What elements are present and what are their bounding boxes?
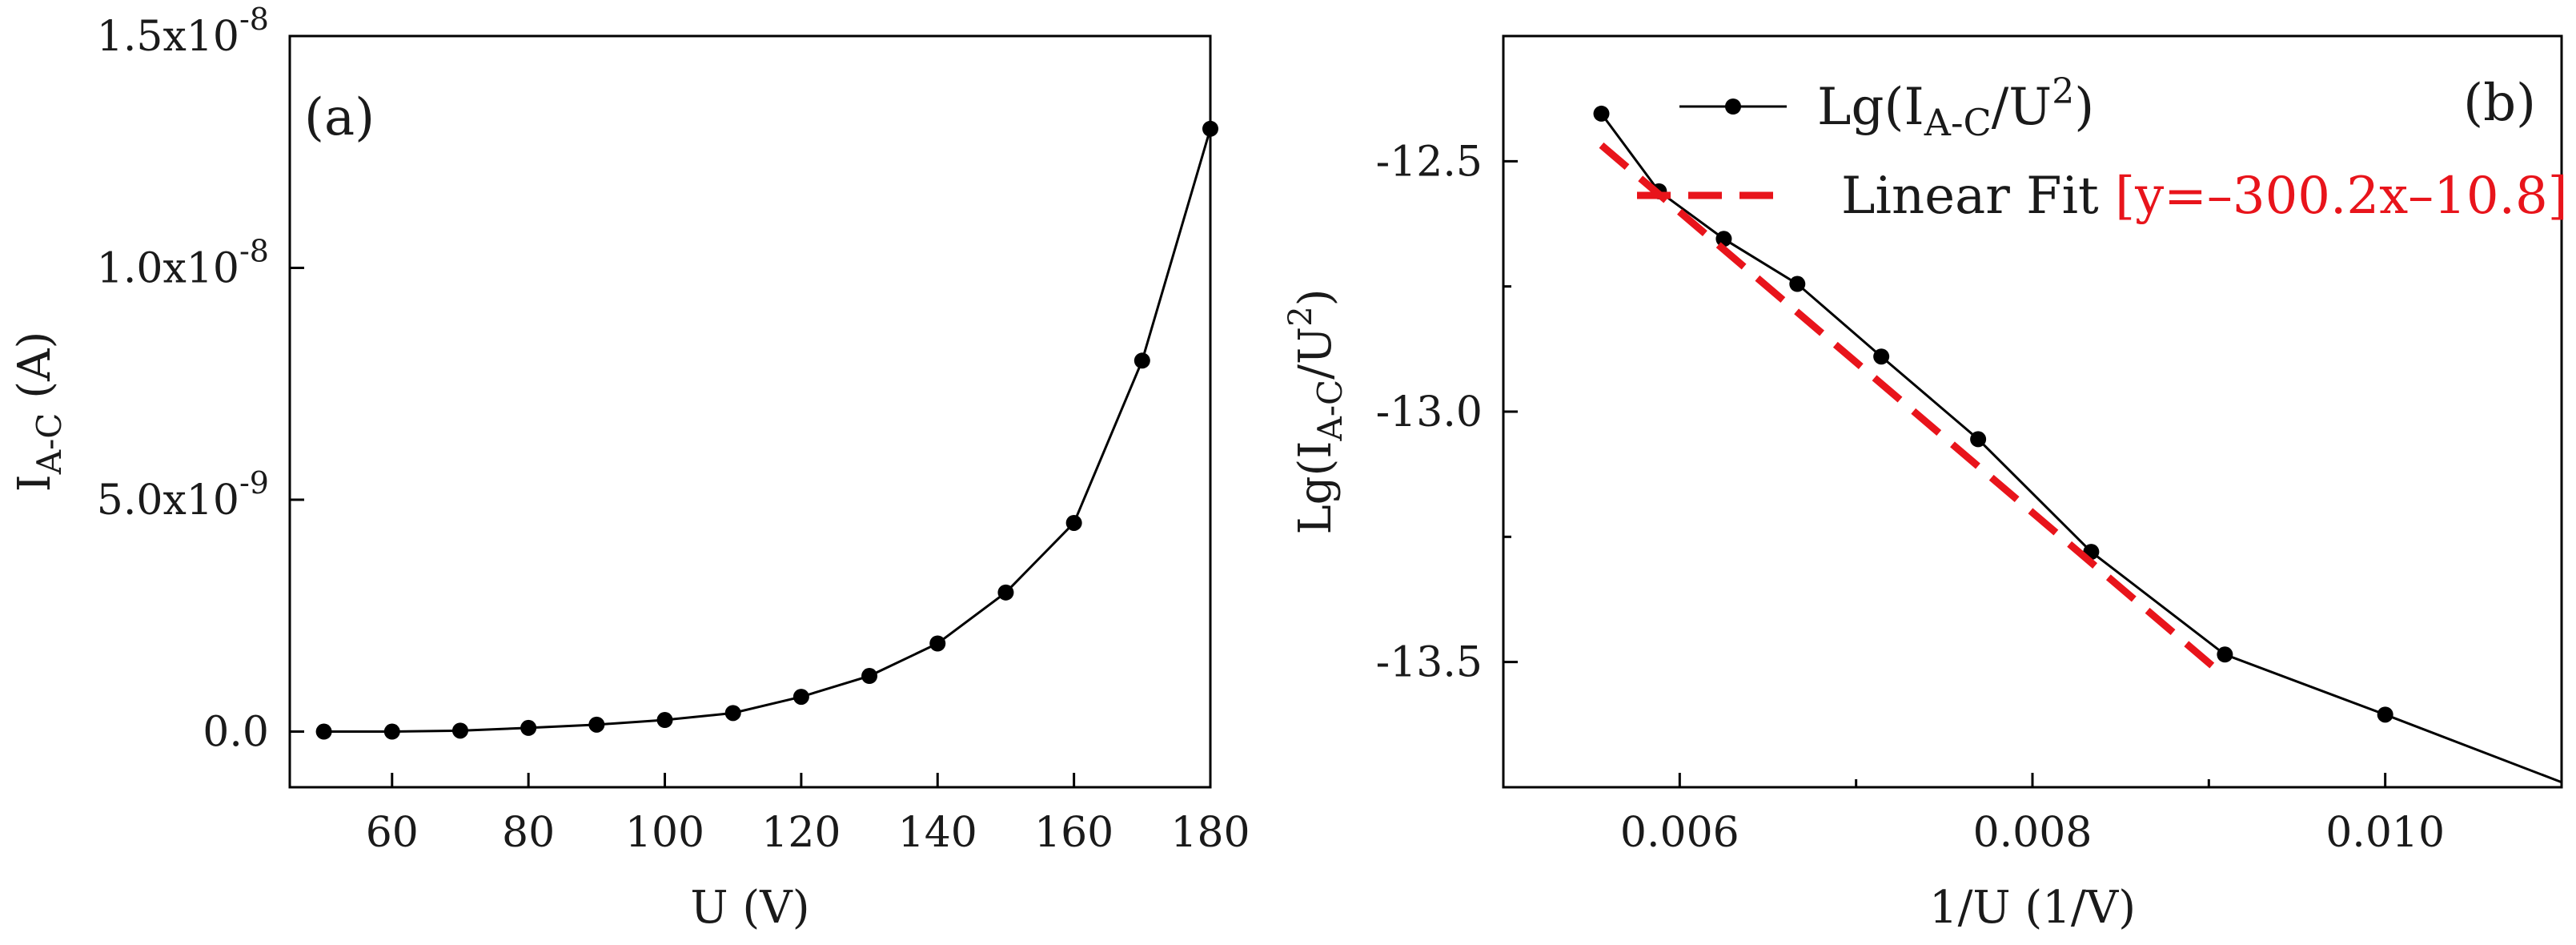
b-y-title-text: Lg(I [1290,441,1342,535]
b-x-tick-label: 0.010 [2325,809,2445,857]
b-x-tick-label: 0.006 [1620,809,1739,857]
legend-label-sub: A-C [1924,101,1992,144]
panel-b-ticks [1502,159,2563,787]
b-y-title-end: ) [1290,288,1342,306]
legend-marker-data [1725,99,1741,115]
a-y-tick-mantissa: 1.0x10 [97,245,239,293]
panel-a: 60 80 100 120 140 160 1800.05.0x10-91.0x10-81.… [9,2,1250,934]
panel-b-label: (b) [2463,74,2536,133]
b-data-point [1593,105,1610,122]
b-data-point [1789,275,1806,292]
y-axis-title-sub: A-C [30,413,69,476]
a-data-point [383,723,400,740]
a-y-tick-exponent: -9 [239,465,269,501]
b-data-point [2377,706,2393,723]
b-data-line [1600,113,2562,784]
legend-label-mid: /U [1992,78,2052,137]
a-data-point [588,716,605,733]
legend-label-fit: Linear Fit [y=–300.2x–10.8] [1841,167,2568,226]
a-x-tick-label: 60 [366,809,419,857]
a-y-tick-label: 1.0x10-8 [97,234,269,293]
panel-a-ticks [290,34,1212,787]
panel-a-tick-labels: 60 80 100 120 140 160 1800.05.0x10-91.0x10-81.… [97,2,1250,857]
panel-b-tick-labels: 0.006 0.008 0.010 -12.5 -13.0 -13.5 [1376,138,2445,857]
b-y-tick-label: -13.0 [1376,388,1483,436]
legend-label-suffix: ) [2074,78,2094,137]
a-y-tick-label: 0.0 [203,709,269,757]
panel-b: 0.006 0.008 0.010-12.5-13.0-13.5 (b) Lg(IA… [1282,34,2568,934]
a-data-point [997,584,1014,601]
b-y-title-sup: 2 [1282,306,1319,326]
legend-label-sup: 2 [2052,71,2074,112]
b-x-tick-label: 0.008 [1973,809,2092,857]
panel-a-plot-frame [288,34,1212,789]
a-y-tick-label: 1.5x10-8 [97,2,269,61]
panel-b-x-axis-title: 1/U (1/V) [1929,882,2136,934]
a-data-point [1134,352,1150,369]
b-data-point [2217,646,2233,663]
a-data-point [1202,120,1218,137]
b-data-point [1715,231,1732,247]
a-x-tick-label: 120 [761,809,841,857]
a-data-point [520,719,537,736]
y-axis-title-unit: (A) [9,332,61,413]
a-x-tick-label: 180 [1170,809,1250,857]
a-y-tick-label: 5.0x10-9 [97,465,269,525]
a-y-tick-mantissa: 0.0 [203,709,269,757]
b-y-title-mid: /U [1290,327,1342,380]
a-data-point [792,689,809,706]
a-data-point [656,712,673,729]
a-data-point [451,722,468,739]
a-y-tick-mantissa: 1.5x10 [97,13,239,61]
a-data-point [861,668,878,685]
a-x-tick-label: 140 [898,809,977,857]
a-data-point [315,723,332,740]
a-x-tick-label: 80 [502,809,555,857]
a-data-point [929,635,946,652]
b-y-tick-label: -13.5 [1376,639,1483,687]
panel-a-x-axis-title: U (V) [690,882,809,934]
panel-b-series [1593,105,2562,784]
y-axis-title-main: I [9,474,61,492]
b-linear-fit-line [1599,142,2228,680]
panel-a-series [315,120,1218,740]
legend-fit-name: Linear Fit [1841,167,2115,226]
legend-label-prefix: Lg(I [1817,78,1924,137]
a-y-tick-exponent: -8 [239,2,269,37]
b-y-tick-label: -12.5 [1376,138,1483,186]
panel-a-y-axis-title: IA-C (A) [9,332,69,493]
a-y-tick-mantissa: 5.0x10 [97,477,239,525]
a-x-tick-label: 160 [1034,809,1113,857]
legend-fit-equation: [y=–300.2x–10.8] [2115,167,2568,226]
a-data-point [1065,514,1082,531]
panel-a-label: (a) [304,88,375,147]
b-y-title-sub: A-C [1310,380,1350,442]
panel-b-plot-frame [1502,34,2563,789]
b-data-point [1970,431,1987,448]
legend-label-data: Lg(IA-C/U2) [1817,71,2094,144]
a-series-line [323,128,1212,734]
b-data-point [1873,348,1890,365]
a-x-tick-label: 100 [625,809,704,857]
a-data-point [724,705,741,722]
a-y-tick-exponent: -8 [239,234,269,269]
legend: Lg(IA-C/U2) Linear Fit [y=–300.2x–10.8] [1637,71,2568,226]
panel-b-y-axis-title: Lg(IA-C/U2) [1282,288,1350,534]
